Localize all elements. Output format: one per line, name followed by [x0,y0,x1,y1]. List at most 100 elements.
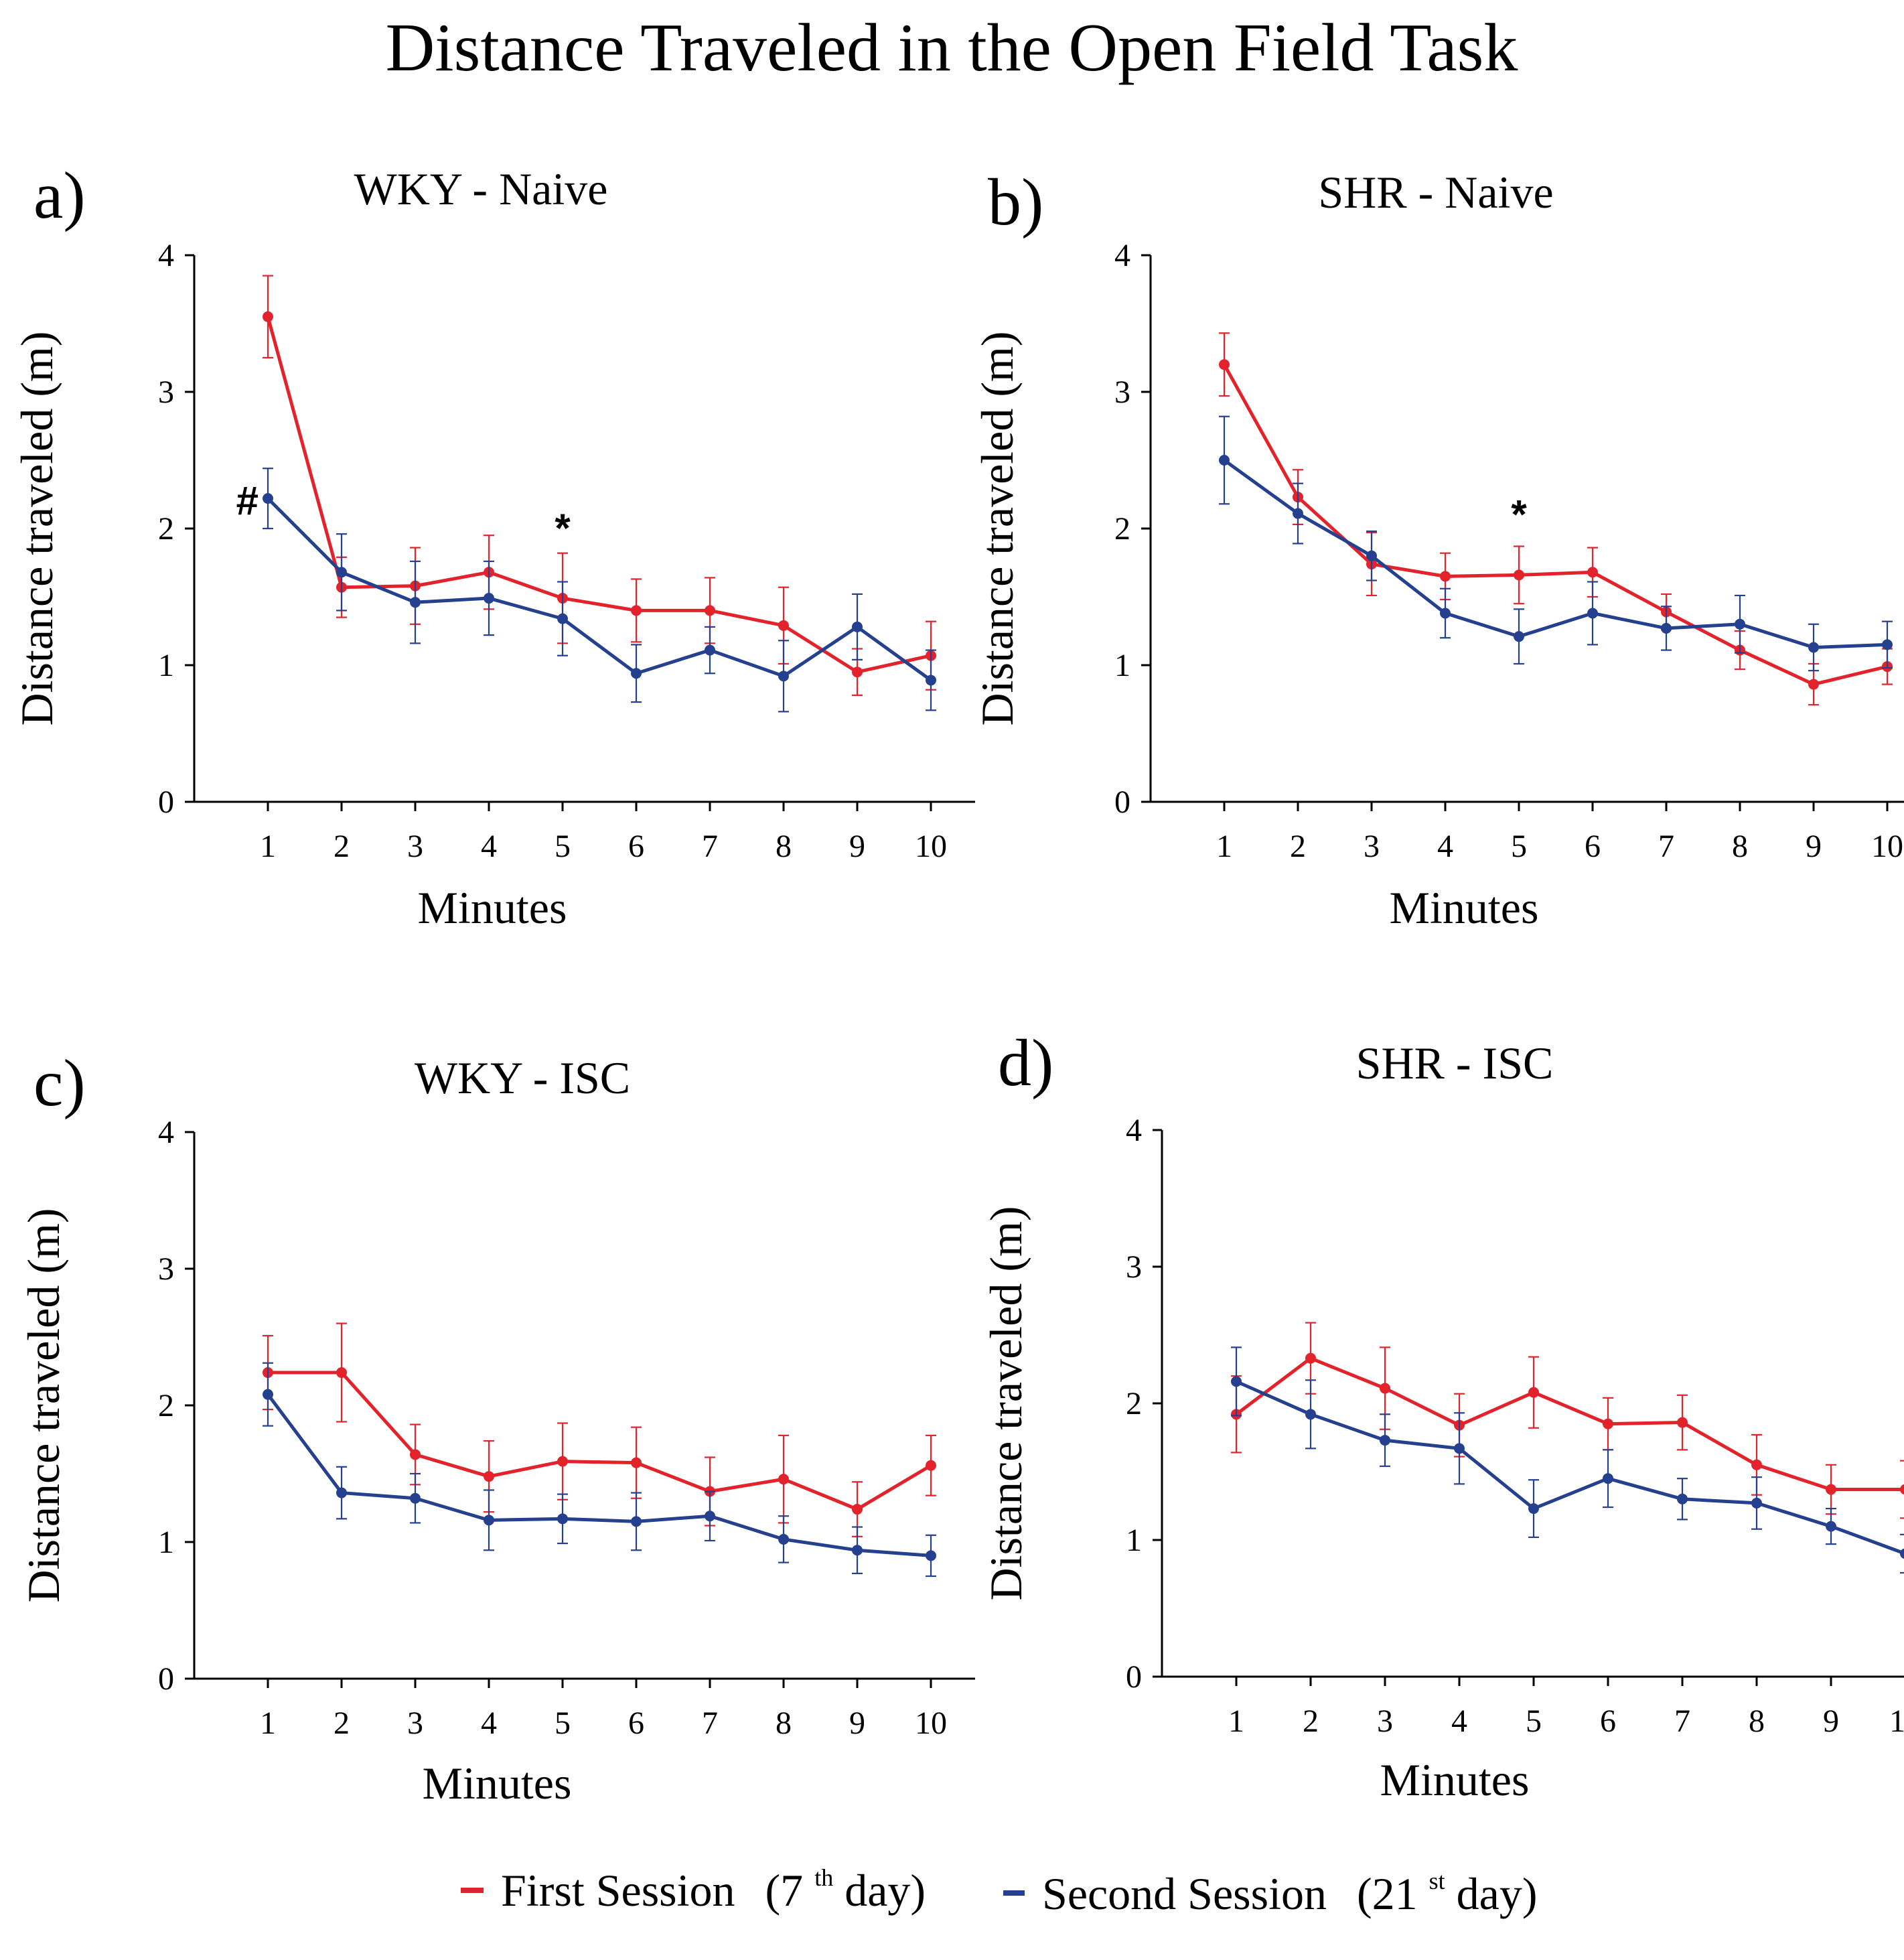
legend-second-sup: st [1429,1868,1445,1894]
x-tick-label: 3 [407,829,423,864]
x-tick-label: 7 [1658,829,1674,864]
y-tick-label: 4 [1126,1113,1142,1148]
data-point [484,1515,494,1526]
data-point [410,1492,421,1504]
x-tick-label: 8 [776,829,792,864]
y-tick-label: 0 [1126,1659,1142,1695]
y-tick-label: 2 [1114,511,1130,547]
series-first [1231,1322,1904,1519]
x-tick-label: 9 [849,829,865,864]
data-point [1380,1435,1390,1446]
x-axis-label: Minutes [418,882,567,933]
x-tick-label: 4 [1437,829,1453,864]
data-point [484,1471,494,1482]
y-tick-label: 4 [1114,238,1130,273]
data-point [1305,1352,1316,1364]
legend-second-close: day) [1457,1868,1538,1919]
x-tick-label: 2 [1303,1703,1319,1739]
significance-marker: # [236,478,259,523]
data-point [557,613,568,624]
x-tick-label: 10 [915,829,947,864]
data-point [778,671,789,682]
data-point [926,675,936,686]
x-tick-label: 7 [1674,1703,1690,1739]
x-axis-label: Minutes [1380,1754,1530,1805]
data-point [1293,508,1303,519]
x-tick-label: 6 [1600,1703,1616,1739]
x-tick-label: 5 [1526,1703,1542,1739]
x-tick-label: 5 [555,1705,571,1741]
data-point [1826,1521,1836,1532]
series-line [267,497,932,682]
data-point [1603,1473,1613,1484]
x-tick-label: 9 [1823,1703,1839,1739]
data-point [1826,1484,1836,1495]
data-point [631,605,642,616]
panel-title: WKY - ISC [415,1052,630,1103]
x-tick-label: 1 [1216,829,1232,864]
x-tick-label: 4 [481,829,497,864]
data-point [263,311,273,322]
x-tick-label: 8 [1732,829,1748,864]
panel-4: d) SHR - ISC 0 1 2 3 4 1 2 3 4 5 6 7 8 9 10 Minutes Distan… [980,1026,1904,1805]
x-tick-label: 10 [1889,1703,1904,1739]
legend-first-label: First Session [501,1865,735,1916]
x-tick-label: 2 [334,1705,350,1741]
data-point [1231,1376,1242,1387]
legend-first-open: (7 [765,1865,804,1916]
panel-letter: b) [988,165,1043,239]
y-tick-label: 1 [1126,1523,1142,1558]
data-point [631,668,642,679]
x-tick-label: 8 [776,1705,792,1741]
series-first [263,275,936,696]
data-point [852,1545,863,1556]
data-point [1882,639,1893,650]
data-point [852,1504,863,1515]
data-point [1440,571,1451,582]
y-tick-label: 2 [158,511,174,547]
data-point [926,1460,936,1471]
data-point [631,1457,642,1468]
x-tick-label: 6 [628,1705,644,1741]
y-tick-label: 1 [158,1525,174,1560]
legend: First Session (7 th day) Second Session … [461,1848,1538,1919]
data-point [1514,631,1524,642]
x-tick-label: 5 [1511,829,1527,864]
panel-title: SHR - ISC [1356,1038,1554,1089]
x-axis-label: Minutes [1390,882,1539,933]
series-line [1235,1356,1904,1492]
y-tick-label: 1 [158,648,174,683]
data-point [778,1533,789,1545]
x-tick-label: 6 [1585,829,1601,864]
x-tick-label: 2 [1290,829,1306,864]
y-tick-label: 3 [158,374,174,410]
legend-first-close: day) [845,1865,926,1916]
x-tick-label: 3 [1377,1703,1393,1739]
data-point [557,1456,568,1467]
x-tick-label: 1 [260,1705,276,1741]
data-point [1514,569,1524,581]
data-point [1366,550,1377,561]
x-tick-label: 1 [1228,1703,1244,1739]
panel-3: c) WKY - ISC 0 1 2 3 4 1 2 3 4 5 6 7 8 9 10 Minutes Distan… [18,1046,975,1809]
data-point [410,597,421,608]
data-point [705,605,715,616]
x-tick-label: 3 [407,1705,423,1741]
x-tick-label: 7 [702,1705,718,1741]
series-second [1219,415,1893,672]
data-point [336,1367,347,1379]
legend-second-label: Second Session [1042,1868,1327,1919]
data-point [1808,642,1819,653]
legend-second-text: Second Session (21 st day) [1042,1848,1538,1919]
data-point [410,1449,421,1460]
data-point [631,1516,642,1527]
data-point [1661,622,1672,634]
panel-1: a) WKY - Naive 0 1 2 3 4 1 2 3 4 5 6 7 8 9 10 Minutes Dist… [11,158,975,933]
data-point [1900,1548,1904,1559]
y-tick-label: 3 [1126,1249,1142,1285]
significance-marker: * [1511,492,1527,537]
x-tick-label: 5 [555,829,571,864]
data-point [1900,1484,1904,1495]
y-tick-label: 3 [1114,374,1130,410]
